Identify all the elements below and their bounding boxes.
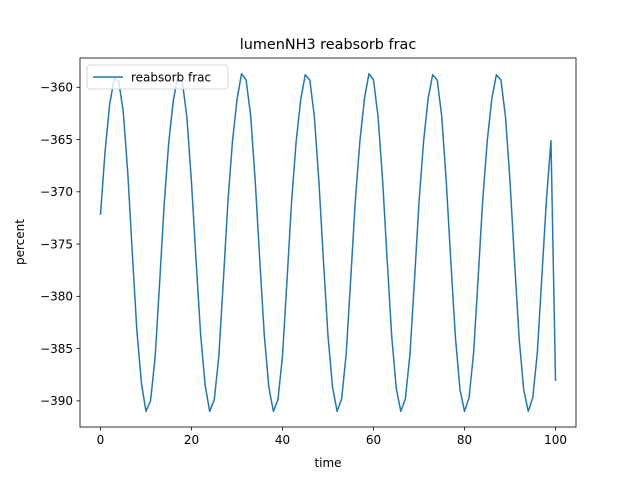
legend: reabsorb frac [86,64,229,90]
y-tick-label: −360 [40,81,73,95]
plot-frame [79,57,577,428]
y-tick-label: −370 [40,185,73,199]
x-tick-label: 40 [275,433,290,447]
x-tick-label: 80 [457,433,472,447]
x-tick-label: 100 [544,433,567,447]
x-tick-label: 20 [184,433,199,447]
x-axis-label: time [314,456,341,470]
y-tick-label: −375 [40,237,73,251]
x-tick-label: 60 [366,433,381,447]
legend-box [86,64,229,90]
y-axis-label: percent [13,219,27,265]
x-tick-label: 0 [97,433,105,447]
y-tick-label: −380 [40,290,73,304]
chart-title: lumenNH3 reabsorb frac [240,37,417,53]
legend-label: reabsorb frac [131,71,211,85]
y-tick-label: −385 [40,342,73,356]
y-tick-label: −365 [40,133,73,147]
y-tick-label: −390 [40,394,73,408]
